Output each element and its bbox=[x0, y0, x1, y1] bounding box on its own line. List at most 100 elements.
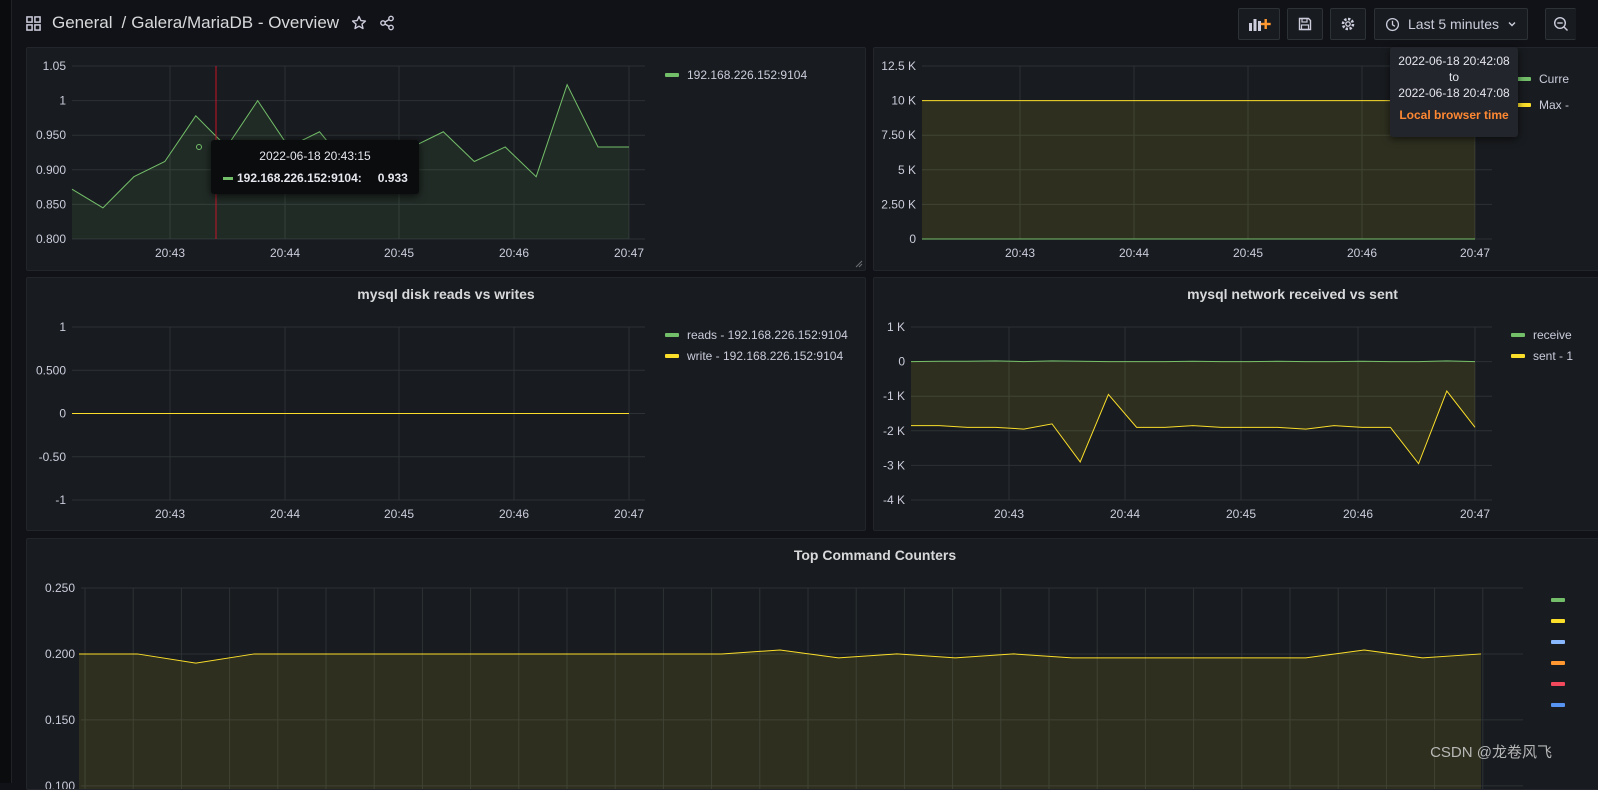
breadcrumb: General / Galera/MariaDB - Overview bbox=[26, 13, 395, 33]
star-icon[interactable] bbox=[351, 15, 367, 31]
legend-item[interactable] bbox=[1551, 652, 1573, 673]
x-tick-label: 20:45 bbox=[1226, 507, 1256, 521]
y-tick-label: 2.50 K bbox=[881, 197, 916, 211]
legend-item[interactable] bbox=[1551, 610, 1573, 631]
y-tick-label: -2 K bbox=[883, 424, 905, 438]
y-tick-label: 0.800 bbox=[36, 232, 66, 246]
tooltip-series-row: 192.168.226.152:9104: 0.933 bbox=[223, 171, 419, 185]
y-tick-label: 1.05 bbox=[43, 59, 67, 73]
legend: Curre Max - bbox=[1517, 66, 1569, 118]
time-picker-button[interactable]: Last 5 minutes bbox=[1374, 8, 1529, 40]
legend-color-swatch bbox=[665, 353, 679, 358]
panel-title[interactable]: mysql network received vs sent bbox=[1187, 286, 1398, 302]
x-tick-label: 20:45 bbox=[1233, 246, 1263, 260]
tooltip-timezone: Local browser time bbox=[1399, 108, 1509, 122]
legend-color-swatch bbox=[1551, 597, 1565, 602]
tooltip-from: 2022-06-18 20:42:08 bbox=[1398, 54, 1510, 68]
legend-item[interactable]: receive bbox=[1511, 324, 1573, 345]
panel-network-received-sent[interactable]: mysql network received vs sent 1 K 0 -1 K -… bbox=[873, 277, 1598, 531]
panel-top-command-counters[interactable]: Top Command Counters 0.250 0.200 0.150 0.10… bbox=[26, 538, 1598, 790]
breadcrumb-separator: / bbox=[121, 13, 127, 32]
add-panel-button[interactable] bbox=[1238, 8, 1280, 40]
graph-hover-tooltip: 2022-06-18 20:43:15 192.168.226.152:9104… bbox=[211, 140, 419, 194]
panel-galera-metric[interactable]: 1.05 1 0.950 0.900 0.850 0.800 20:43 20:44 20:45… bbox=[26, 47, 866, 271]
legend-color-swatch bbox=[1551, 639, 1565, 644]
panel-disk-reads-writes[interactable]: mysql disk reads vs writes 1 0.500 0 -0.50 -… bbox=[26, 277, 866, 531]
dashboard-title[interactable]: Galera/MariaDB - Overview bbox=[131, 13, 340, 32]
legend-item[interactable] bbox=[1551, 673, 1573, 694]
legend-label: receive bbox=[1533, 327, 1572, 342]
tooltip-series-swatch bbox=[223, 176, 233, 180]
y-tick-label: 0.200 bbox=[45, 647, 75, 661]
legend-item[interactable]: Curre bbox=[1517, 66, 1569, 92]
series-line bbox=[79, 649, 1482, 664]
series-line bbox=[911, 390, 1476, 465]
legend-label: Curre bbox=[1539, 72, 1570, 86]
x-tick-label: 20:44 bbox=[270, 507, 300, 521]
legend-item[interactable] bbox=[1551, 694, 1573, 715]
side-menu-strip bbox=[0, 0, 12, 783]
share-icon[interactable] bbox=[379, 15, 395, 31]
y-tick-label: 0.250 bbox=[45, 581, 75, 595]
y-tick-label: 10 K bbox=[891, 94, 916, 108]
y-tick-label: 1 bbox=[59, 320, 66, 334]
time-range-tooltip: 2022-06-18 20:42:08 to 2022-06-18 20:47:… bbox=[1390, 47, 1518, 137]
x-tick-label: 20:43 bbox=[1005, 246, 1035, 260]
y-tick-label: 0 bbox=[909, 232, 916, 246]
y-tick-label: 0 bbox=[59, 407, 66, 421]
y-tick-label: -1 K bbox=[883, 389, 905, 403]
series-area bbox=[911, 361, 1475, 464]
resize-handle-icon[interactable] bbox=[855, 260, 863, 268]
x-tick-label: 20:47 bbox=[1460, 246, 1490, 260]
legend: receive sent - 1 bbox=[1511, 324, 1573, 366]
y-tick-label: 0.150 bbox=[45, 713, 75, 727]
legend-item[interactable]: reads - 192.168.226.152:9104 bbox=[665, 324, 848, 345]
legend-item[interactable]: sent - 1 bbox=[1511, 345, 1573, 366]
legend-color-swatch bbox=[1511, 332, 1525, 337]
series-area bbox=[79, 649, 1481, 789]
x-tick-label: 20:46 bbox=[499, 246, 529, 260]
series-line bbox=[910, 360, 1476, 363]
y-tick-label: 0.900 bbox=[36, 163, 66, 177]
x-tick-label: 20:43 bbox=[994, 507, 1024, 521]
y-tick-label: 0 bbox=[898, 355, 905, 369]
y-tick-label: -0.50 bbox=[39, 450, 67, 464]
x-tick-label: 20:47 bbox=[614, 507, 644, 521]
x-tick-label: 20:47 bbox=[1460, 507, 1490, 521]
chart-top-command-counters: 0.250 0.200 0.150 0.100 bbox=[45, 581, 1523, 789]
legend-item[interactable] bbox=[1551, 631, 1573, 652]
legend-color-swatch bbox=[1551, 681, 1565, 686]
save-dashboard-button[interactable] bbox=[1287, 8, 1323, 40]
legend bbox=[1551, 589, 1573, 715]
tooltip-series-value: 0.933 bbox=[377, 171, 408, 185]
x-tick-label: 20:43 bbox=[155, 507, 185, 521]
y-tick-label: -3 K bbox=[883, 458, 905, 472]
y-tick-label: 5 K bbox=[898, 163, 916, 177]
save-icon bbox=[1298, 17, 1312, 31]
legend-item[interactable]: write - 192.168.226.152:9104 bbox=[665, 345, 848, 366]
legend: 192.168.226.152:9104 bbox=[665, 64, 807, 85]
legend-label: 192.168.226.152:9104 bbox=[687, 67, 808, 82]
legend-color-swatch bbox=[1517, 103, 1531, 107]
y-tick-label: 0.950 bbox=[36, 128, 66, 142]
legend-label: write - 192.168.226.152:9104 bbox=[687, 348, 844, 363]
legend-item[interactable]: 192.168.226.152:9104 bbox=[665, 64, 807, 85]
tooltip-to-word: to bbox=[1448, 70, 1459, 84]
hover-point bbox=[196, 144, 202, 150]
legend-item[interactable]: Max - bbox=[1517, 92, 1569, 118]
panel-title[interactable]: Top Command Counters bbox=[793, 547, 957, 563]
legend-label: sent - 1 bbox=[1533, 348, 1574, 363]
clock-icon bbox=[1385, 17, 1400, 31]
dashboard-settings-button[interactable] bbox=[1330, 8, 1366, 40]
zoom-out-button[interactable] bbox=[1545, 8, 1576, 40]
legend-item[interactable] bbox=[1551, 589, 1573, 610]
series-area bbox=[72, 84, 629, 240]
chart-disk-reads-writes: 1 0.500 0 -0.50 -1 20:43 20:44 20:45 20:46 20:47 bbox=[36, 320, 645, 521]
x-tick-label: 20:47 bbox=[614, 246, 644, 260]
breadcrumb-folder-link[interactable]: General bbox=[52, 13, 113, 32]
panel-title[interactable]: mysql disk reads vs writes bbox=[357, 286, 535, 302]
y-tick-label: 1 bbox=[59, 94, 66, 108]
x-tick-label: 20:46 bbox=[499, 507, 529, 521]
y-tick-label: 12.5 K bbox=[881, 59, 916, 73]
legend-color-swatch bbox=[665, 72, 679, 77]
